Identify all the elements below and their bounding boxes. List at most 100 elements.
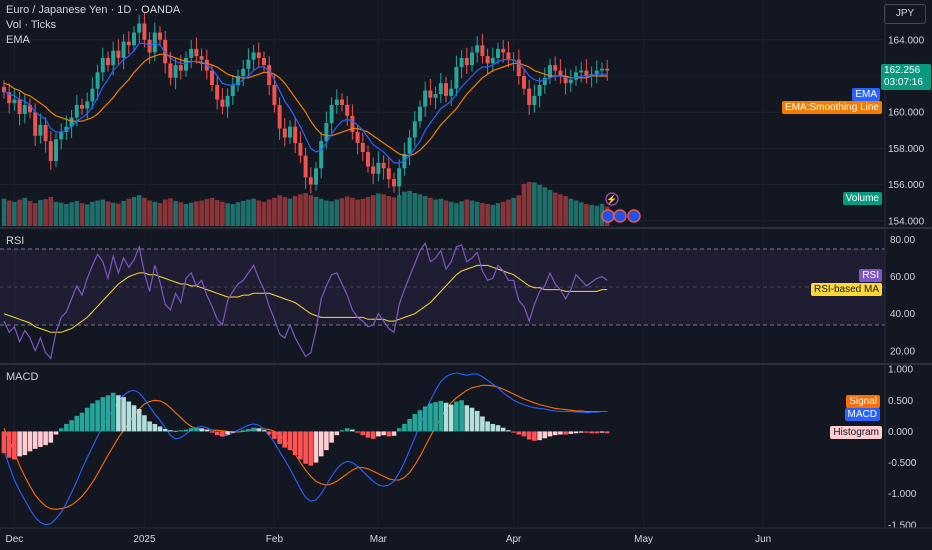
volume-bar [188, 202, 194, 226]
macd-histogram-bar [152, 423, 158, 432]
macd-histogram-bar [547, 431, 553, 437]
macd-histogram-bar [563, 431, 568, 435]
eu-flag-icon[interactable] [601, 209, 615, 223]
histogram-label: Histogram [830, 426, 882, 439]
volume-bar [110, 202, 116, 226]
volume-bar [53, 201, 59, 226]
macd-histogram-bar [168, 430, 173, 432]
macd-histogram-bar [6, 431, 12, 458]
macd-histogram-bar [386, 431, 392, 437]
macd-histogram-bar [542, 431, 548, 439]
candlesticks [2, 12, 610, 197]
volume-bar [105, 201, 111, 226]
volume-bar [116, 203, 121, 226]
candle-body [90, 88, 95, 102]
volume-bar [526, 182, 532, 226]
macd-histogram-bar [433, 402, 438, 432]
volume-bar [173, 200, 178, 226]
volume-bar [235, 202, 241, 226]
volume-bar [552, 192, 558, 226]
candle-body [470, 52, 474, 66]
candle-body [319, 141, 324, 169]
currency-button[interactable]: JPY [884, 4, 926, 24]
macd-histogram-bar [110, 392, 116, 432]
macd-histogram-bar [32, 431, 38, 449]
eu-flag-icon-2[interactable] [627, 209, 641, 223]
macd-histogram-bar [256, 428, 262, 432]
macd-histogram-bar [126, 401, 132, 432]
volume-bar [266, 199, 272, 226]
volume-bar [344, 196, 350, 226]
macd-histogram-bar [402, 423, 407, 432]
macd-histogram-bar [90, 403, 95, 432]
rsi-tick-label: 40.00 [890, 309, 915, 320]
macd-histogram-bar [454, 401, 459, 432]
rsi-tick-label: 60.00 [890, 272, 915, 283]
candle-body [308, 177, 313, 185]
volume-bar [298, 194, 303, 226]
macd-title: MACD [6, 371, 39, 383]
candle-body [376, 162, 381, 174]
volume-bar [454, 203, 459, 226]
flash-icon[interactable] [605, 192, 619, 206]
candle-body [298, 142, 303, 156]
volume-bar [1, 198, 7, 226]
candle-body [527, 88, 532, 105]
candle-body [7, 92, 12, 104]
macd-histogram-bar [225, 431, 230, 435]
macd-histogram-bar [43, 431, 48, 446]
volume-bar [121, 200, 126, 226]
macd-histogram-bar [214, 431, 220, 436]
volume-bar [334, 199, 340, 226]
macd-histogram-bar [391, 431, 397, 436]
candle-body [548, 65, 552, 78]
time-tick-label: Apr [506, 534, 522, 545]
macd-histogram-bar [116, 395, 121, 432]
candle-body [100, 57, 105, 73]
price-tick-label: 154.000 [888, 216, 925, 227]
candle-body [516, 59, 521, 76]
macd-histogram-bar [199, 428, 204, 432]
bar-countdown: 03:07:16 [884, 77, 923, 88]
macd-histogram-bar [183, 429, 189, 432]
macd-histogram-bar [298, 431, 303, 460]
macd-histogram-bar [495, 425, 501, 432]
candle-body [142, 23, 147, 40]
jp-event-icon[interactable] [613, 209, 627, 223]
candle-body [33, 112, 38, 136]
rsi-ma-line [3, 264, 608, 333]
macd-histogram-bar [573, 431, 579, 434]
macd-histogram-bar [370, 431, 376, 439]
candle-body [199, 56, 204, 60]
candle-body [397, 168, 402, 187]
candle-body [501, 48, 506, 53]
macd-histogram-bar [272, 431, 277, 439]
candle-body [59, 132, 64, 140]
macd-histogram-bar [412, 413, 418, 432]
volume-bar [22, 197, 28, 226]
candle-body [454, 66, 459, 89]
volume-bar [324, 200, 329, 226]
macd-histogram-bar [27, 431, 33, 452]
candle-body [158, 32, 162, 40]
event-markers[interactable]: ⚡ [601, 192, 641, 223]
candle-body [267, 65, 272, 86]
macd-histogram-bar [17, 431, 22, 457]
volume-bar [417, 194, 423, 226]
macd-histogram-bar [350, 429, 355, 432]
macd-histogram-bar [48, 431, 54, 443]
macd-histogram-bar [266, 431, 272, 435]
ema-line [3, 42, 608, 164]
macd-histogram-bar [589, 431, 594, 434]
volume-bar [532, 182, 537, 226]
candle-body [282, 128, 287, 138]
rsi-ma-label: RSI-based MA [810, 283, 882, 296]
macd-histogram-bar [173, 430, 178, 432]
volume-bar [95, 200, 100, 226]
candle-body [28, 104, 32, 113]
macd-histogram-bar [105, 395, 111, 432]
macd-histogram-bar [396, 428, 402, 432]
macd-histogram-bar [324, 431, 329, 451]
volume-bar [292, 196, 298, 226]
